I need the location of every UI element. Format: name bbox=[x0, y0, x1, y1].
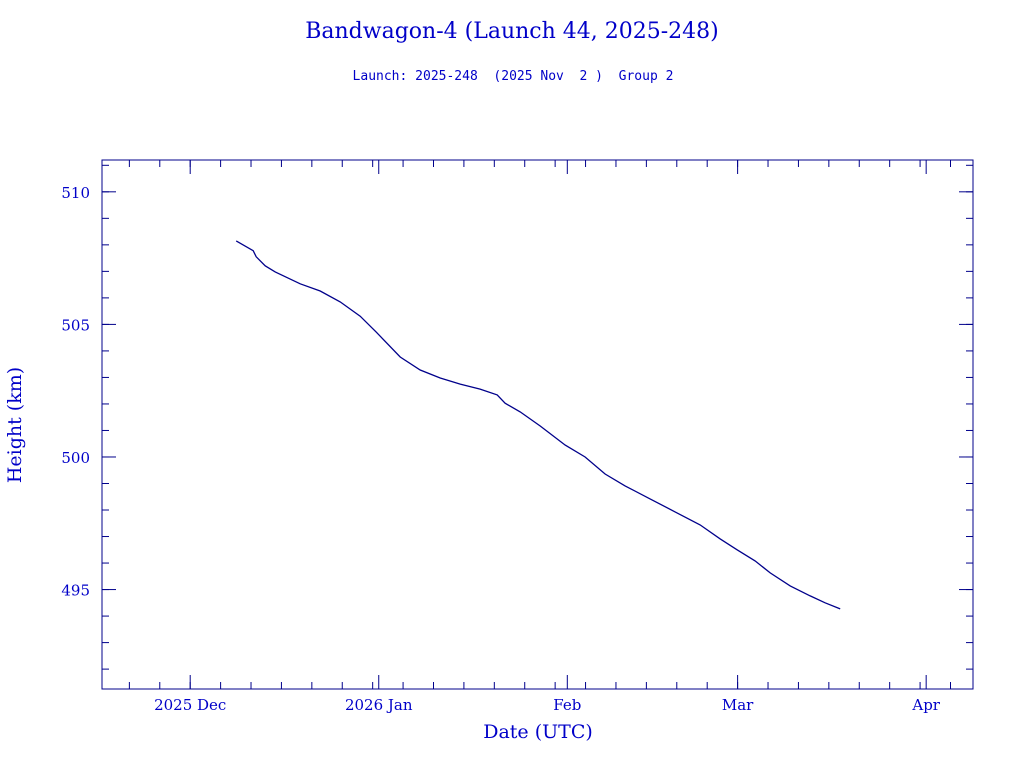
y-axis-label: Height (km) bbox=[4, 367, 26, 483]
chart-title: Bandwagon-4 (Launch 44, 2025-248) bbox=[305, 19, 719, 44]
x-tick-label: Feb bbox=[553, 696, 581, 714]
x-tick-label: 2025 Dec bbox=[154, 696, 226, 714]
series-line-height bbox=[235, 240, 841, 610]
x-tick-label: Apr bbox=[911, 696, 940, 714]
y-tick-label: 500 bbox=[61, 449, 90, 467]
y-tick-label: 495 bbox=[61, 582, 90, 600]
x-axis-label: Date (UTC) bbox=[483, 721, 593, 743]
x-tick-label: Mar bbox=[722, 696, 754, 714]
y-tick-label: 505 bbox=[61, 316, 90, 334]
chart-subtitle: Launch: 2025-248 (2025 Nov 2 ) Group 2 bbox=[353, 69, 674, 84]
x-tick-label: 2026 Jan bbox=[345, 696, 413, 714]
axis-ticks: 2025 Dec 2026 Jan Feb Mar Apr 495 500 505 510 bbox=[61, 160, 973, 714]
y-tick-label: 510 bbox=[61, 184, 90, 202]
series-group bbox=[235, 240, 841, 610]
plot-frame bbox=[101, 159, 974, 690]
